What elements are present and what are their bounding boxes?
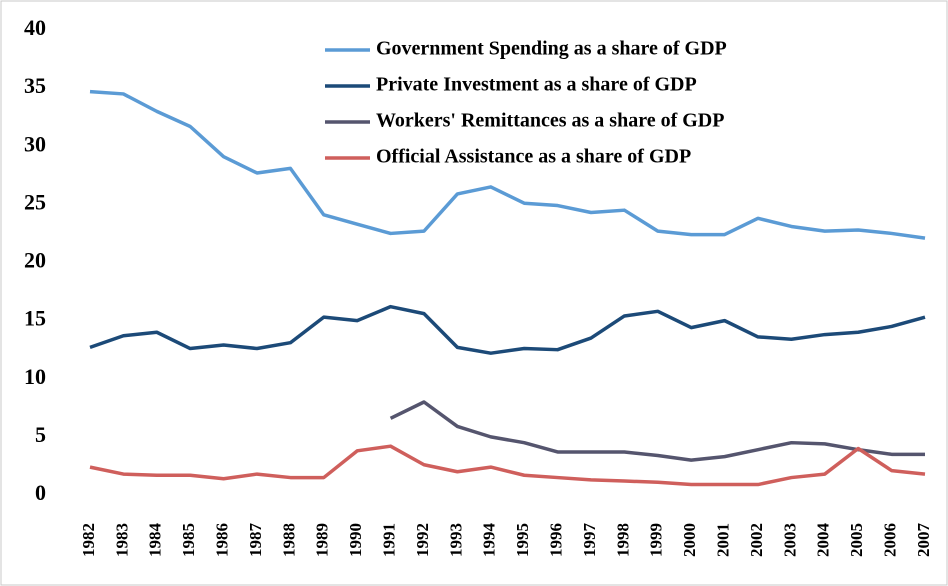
legend-label: Government Spending as a share of GDP [376,38,727,60]
x-tick-label: 2003 [780,523,799,557]
x-tick-label: 1991 [380,523,399,557]
x-tick-label: 2005 [847,523,866,557]
x-tick-label: 1982 [79,523,98,557]
series-line [389,400,925,462]
legend-label: Workers' Remittances as a share of GDP [376,110,724,132]
series-line [89,89,926,240]
y-tick-label: 10 [24,364,46,389]
x-tick-label: 1986 [213,523,232,557]
legend-label: Official Assistance as a share of GDP [376,146,691,168]
y-tick-label: 0 [35,480,46,505]
y-tick-label: 15 [24,306,46,331]
x-tick-label: 2000 [680,523,699,557]
x-tick-label: 1993 [446,523,465,557]
x-tick-label: 1998 [613,523,632,557]
y-tick-label: 25 [24,189,46,214]
x-tick-label: 1984 [146,523,165,558]
x-tick-label: 1994 [480,523,499,558]
series-line [89,304,926,355]
x-tick-label: 1987 [246,523,265,558]
x-tick-label: 1989 [313,523,332,557]
x-tick-label: 1992 [413,523,432,557]
x-tick-label: 1996 [547,523,566,557]
x-tick-label: 1995 [513,523,532,557]
x-tick-label: 2001 [714,523,733,557]
x-tick-label: 2006 [881,523,900,557]
x-tick-label: 1997 [580,523,599,558]
series-line [89,444,926,487]
x-tick-label: 1999 [647,523,666,557]
y-tick-label: 40 [24,15,46,40]
x-tick-label: 1983 [112,523,131,557]
x-tick-label: 2004 [814,523,833,558]
y-tick-label: 35 [24,73,46,98]
x-tick-label: 2007 [914,523,933,558]
x-tick-label: 1985 [179,523,198,557]
x-tick-label: 2002 [747,523,766,557]
y-tick-label: 30 [24,131,46,156]
x-tick-label: 1988 [279,523,298,557]
x-tick-label: 1990 [346,523,365,557]
y-tick-label: 20 [24,248,46,273]
y-tick-label: 5 [35,422,46,447]
legend-label: Private Investment as a share of GDP [376,74,697,96]
